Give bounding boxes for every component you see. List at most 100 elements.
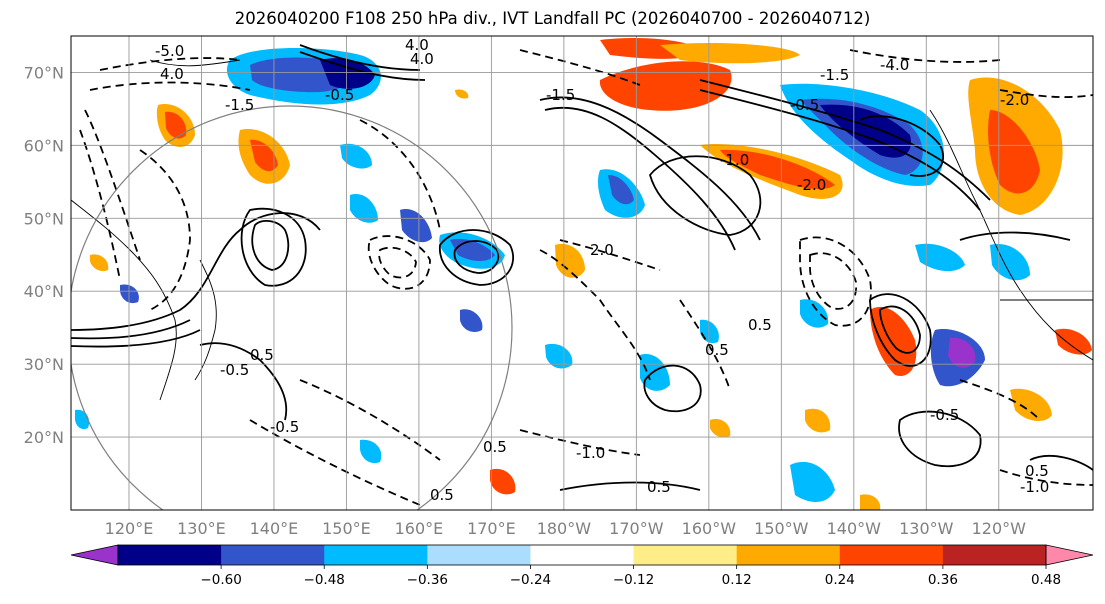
shade-patch <box>720 149 835 190</box>
contour-line <box>519 49 641 86</box>
contour-line <box>544 106 736 251</box>
shade-patch <box>545 343 573 369</box>
lon-tick-label: 140°E <box>250 519 299 538</box>
contour-line <box>439 229 515 286</box>
contour-line <box>139 149 191 311</box>
colorbar-swatch <box>324 545 428 565</box>
lon-tick-label: 130°E <box>177 519 226 538</box>
map-frame <box>70 35 1094 511</box>
contour-label: -0.5 <box>220 361 249 379</box>
longitude-axis: 120°E 130°E 140°E 150°E 160°E 170°E 180°W 170°W… <box>105 519 1026 538</box>
contour-line <box>643 364 702 413</box>
shade-patch <box>165 111 187 139</box>
contour-label: 0.5 <box>250 346 274 364</box>
lon-tick-label: 170°W <box>609 519 664 538</box>
contour-line <box>959 231 1071 241</box>
contour-line <box>378 246 417 279</box>
shade-patch <box>915 243 965 272</box>
contour-label: -1.0 <box>720 151 749 169</box>
contour-line <box>299 379 441 461</box>
contour-label: -0.5 <box>270 418 299 436</box>
contour-line <box>539 249 651 381</box>
colorbar-tick-label: 0.36 <box>928 572 958 588</box>
contour-line <box>359 119 441 231</box>
contours-negative <box>79 49 1093 506</box>
shade-patch <box>805 408 831 433</box>
lat-tick-label: 20°N <box>24 428 64 447</box>
shade-patch <box>320 58 375 89</box>
colorbar-tick-label: 0.48 <box>1031 572 1061 588</box>
contour-label: -1.5 <box>820 66 849 84</box>
colorbar-extend-low <box>70 544 119 566</box>
coastlines <box>71 59 1093 401</box>
shade-patch <box>1055 328 1092 355</box>
colorbar-tick-label: −0.12 <box>613 572 654 588</box>
contour-label: 0.5 <box>647 478 671 496</box>
colorbar-swatch <box>839 545 944 565</box>
lat-tick-label: 50°N <box>24 209 64 228</box>
colorbar-swatch <box>221 545 325 565</box>
contour-line <box>99 57 241 71</box>
contour-label: -0.5 <box>325 86 354 104</box>
contour-line <box>1029 455 1093 471</box>
contour-line <box>71 329 201 348</box>
contour-label: 0.5 <box>748 316 772 334</box>
shade-patch <box>710 419 731 438</box>
shade-patch <box>90 254 109 272</box>
shade-patch <box>455 89 469 99</box>
contour-line <box>999 469 1093 486</box>
lat-tick-label: 30°N <box>24 355 64 374</box>
coastline <box>194 259 217 381</box>
colorbar-tick-label: −0.48 <box>304 572 345 588</box>
shade-patch <box>360 439 382 464</box>
contour-label: 2.0 <box>590 241 614 259</box>
contour-line <box>299 44 421 71</box>
colorbar-swatch <box>530 545 635 565</box>
shade-patch <box>460 309 483 332</box>
contour-line <box>539 96 761 241</box>
contour-line <box>559 239 661 271</box>
lon-tick-label: 120°W <box>972 519 1027 538</box>
contour-label: 0.5 <box>1025 462 1049 480</box>
contour-label: -1.5 <box>225 96 254 114</box>
coastline <box>71 199 177 401</box>
contour-label: -5.0 <box>155 42 184 60</box>
contour-line <box>699 79 991 201</box>
shade-patch <box>1010 388 1052 422</box>
contour-label: -0.5 <box>790 96 819 114</box>
colorbar-swatch <box>633 545 738 565</box>
shade-patch <box>555 243 585 278</box>
contour-label: -2.0 <box>1000 91 1029 109</box>
colorbar-swatch <box>736 545 841 565</box>
shade-patch <box>490 468 516 495</box>
shade-patch <box>350 194 378 223</box>
contour-labels: -5.0 4.0 4.0 -0.5 0.5 -1.5 -4.0 -1.5 -0.… <box>155 36 1049 504</box>
contour-line <box>199 342 288 421</box>
lon-tick-label: 150°W <box>754 519 809 538</box>
shade-patch <box>640 354 670 391</box>
lon-tick-label: 140°W <box>827 519 882 538</box>
colorbar-tick-label: 0.24 <box>825 572 855 588</box>
shade-patch <box>120 284 139 304</box>
contour-line <box>240 207 307 287</box>
colorbar-extend-high <box>1045 544 1094 566</box>
contour-line <box>649 155 762 236</box>
shade-patch <box>608 174 634 205</box>
contour-line <box>251 219 290 271</box>
contour-line <box>71 319 191 340</box>
contour-line <box>699 89 981 211</box>
lon-tick-label: 120°E <box>105 519 154 538</box>
lon-tick-label: 160°W <box>682 519 737 538</box>
shade-patch <box>948 337 976 368</box>
lon-tick-label: 130°W <box>899 519 954 538</box>
contour-label: 4.0 <box>160 65 184 83</box>
contour-line <box>84 109 141 261</box>
shade-patch <box>660 43 800 64</box>
map-title: 2026040200 F108 250 hPa div., IVT Landfa… <box>234 9 871 28</box>
shade-patch <box>599 61 732 111</box>
shade-patch <box>340 143 372 169</box>
colorbar-swatch <box>427 545 531 565</box>
contour-label: 4.0 <box>405 36 429 54</box>
colorbar-tick-label: −0.60 <box>200 572 241 588</box>
